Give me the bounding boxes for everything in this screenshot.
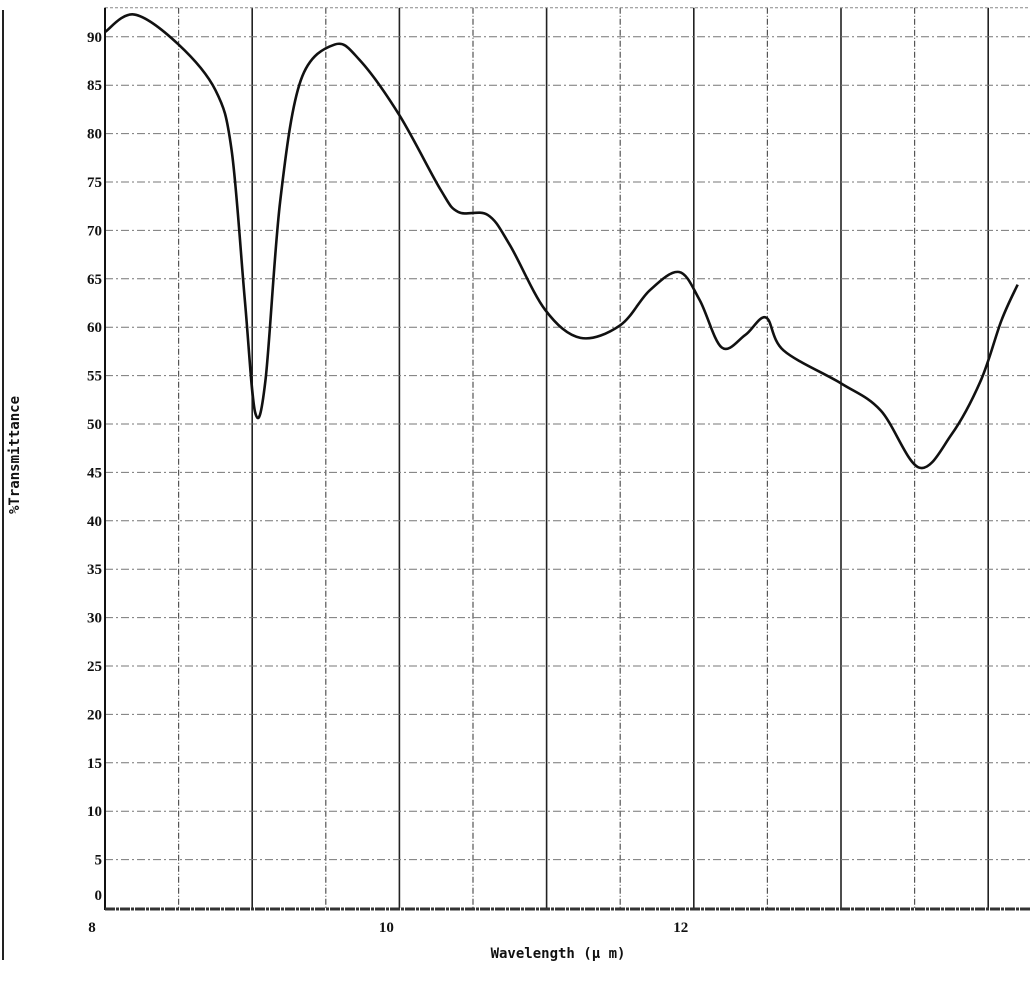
y-tick-label: 5	[95, 853, 103, 869]
y-tick-label: 75	[87, 175, 102, 191]
y-tick-label: 40	[87, 514, 102, 530]
y-tick-label: 90	[87, 30, 102, 46]
y-tick-label: 80	[87, 127, 102, 143]
y-tick-label: 15	[87, 756, 102, 772]
x-tick-label: 12	[673, 920, 688, 936]
y-tick-label: 35	[87, 562, 102, 578]
y-tick-label: 10	[87, 804, 102, 820]
y-tick-label: 55	[87, 369, 102, 385]
y-tick-label: 50	[87, 417, 102, 433]
y-tick-label: 30	[87, 611, 102, 627]
y-tick-label: 85	[87, 78, 102, 94]
series-line-spectrum	[104, 13, 1019, 470]
x-tick-label: 10	[379, 920, 394, 936]
y-tick-label: 45	[87, 465, 102, 481]
y-tick-label: 0	[95, 888, 103, 904]
y-tick-label: 60	[87, 320, 102, 336]
axes	[104, 7, 1030, 911]
x-tick-label: 8	[88, 920, 96, 936]
y-tick-label: 20	[87, 707, 102, 723]
grid	[105, 7, 1030, 908]
y-tick-label: 25	[87, 659, 102, 675]
tick-labels: 0 5 10 15 20 25 30 35 40 45 50 55 60 65 70 75 80 85 90 8 10 1…	[87, 30, 688, 936]
y-axis-label: %Transmittance	[7, 396, 23, 514]
x-axis-label: Wavelength (μ m)	[491, 946, 626, 962]
y-tick-label: 65	[87, 272, 102, 288]
y-tick-label: 70	[87, 223, 102, 239]
